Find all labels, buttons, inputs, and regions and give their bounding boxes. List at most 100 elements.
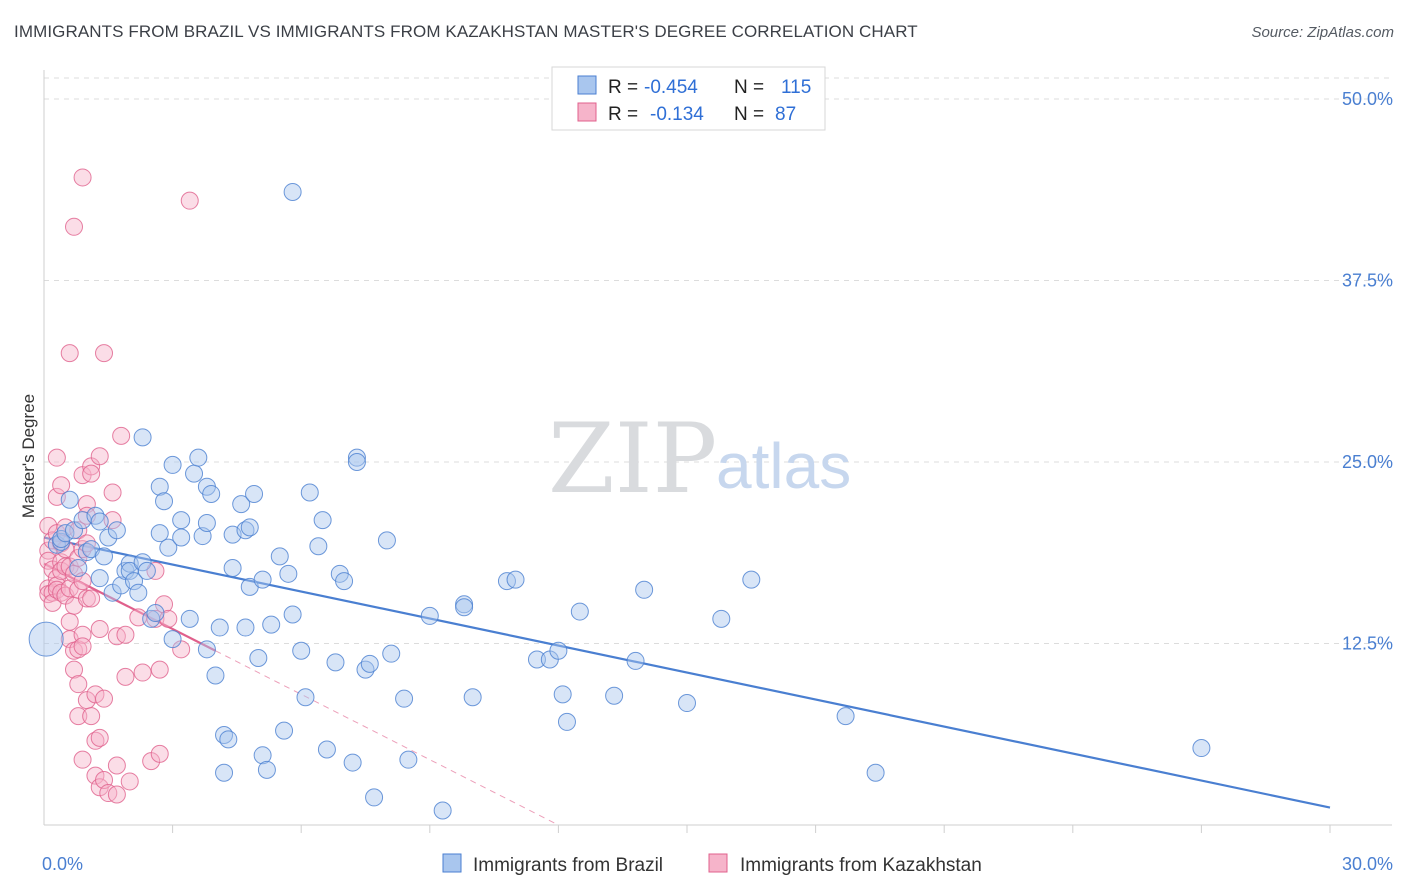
data-point-pink [65, 217, 84, 236]
legend-r-label-brazil: R = [608, 77, 638, 98]
data-point-blue [300, 483, 319, 502]
data-point-pink [133, 663, 152, 682]
data-point-blue [420, 606, 439, 625]
data-point-blue [223, 559, 242, 578]
data-point-blue [343, 753, 362, 772]
y-tick-label: 25.0% [1342, 452, 1393, 472]
data-point-blue [455, 598, 474, 617]
trend-line [43, 562, 216, 652]
data-point-blue [206, 666, 225, 685]
data-point-pink [86, 685, 105, 704]
data-point-pink [39, 551, 58, 570]
points-layer [28, 168, 1211, 820]
x-tick-label: 30.0% [1342, 854, 1393, 874]
data-point-pink [146, 609, 165, 628]
legend-r-value-brazil: -0.454 [644, 77, 698, 98]
data-point-pink [69, 675, 88, 694]
data-point-blue [197, 640, 216, 659]
data-point-pink [73, 750, 92, 769]
data-point-pink [60, 612, 79, 631]
bottom-legend-swatch-brazil [442, 853, 462, 873]
data-point-blue [163, 630, 182, 649]
data-point-blue [292, 641, 311, 660]
data-point-blue [283, 182, 302, 201]
data-point-blue [215, 763, 234, 782]
data-point-pink [180, 191, 199, 210]
data-point-blue [347, 448, 366, 467]
y-axis-label: Master's Degree [19, 394, 38, 518]
data-point-blue [270, 547, 289, 566]
data-point-blue [506, 570, 525, 589]
data-point-blue [279, 564, 298, 583]
data-point-pink [90, 619, 109, 638]
data-point-pink [103, 483, 122, 502]
data-point-blue [399, 750, 418, 769]
data-point-blue [553, 685, 572, 704]
correlation-legend: R = -0.454 N = 115 R = -0.134 N = 87 [551, 66, 826, 131]
watermark-atlas: atlas [716, 430, 851, 502]
data-point-pink [82, 464, 101, 483]
data-point-blue [137, 561, 156, 580]
data-point-blue [347, 453, 366, 472]
data-point-pink [120, 772, 139, 791]
data-point-blue [69, 559, 88, 578]
data-point-blue [360, 654, 379, 673]
y-tick-label: 37.5% [1342, 271, 1393, 291]
data-point-blue [313, 511, 332, 530]
data-point-blue [377, 531, 396, 550]
data-point-blue [570, 602, 589, 621]
data-point-blue [262, 615, 281, 634]
trend-layer [43, 536, 1331, 826]
data-point-blue [245, 484, 264, 503]
data-point-blue [60, 490, 79, 509]
data-point-blue [549, 641, 568, 660]
data-point-blue [309, 537, 328, 556]
data-point-blue [866, 763, 885, 782]
data-point-blue [107, 521, 126, 540]
data-point-blue [1192, 739, 1211, 758]
data-point-pink [90, 447, 109, 466]
data-point-blue [382, 644, 401, 663]
trend-line-extension [215, 650, 559, 826]
data-point-pink [60, 344, 79, 363]
data-point-pink [77, 589, 96, 608]
data-point-blue [635, 580, 654, 599]
data-point-blue [150, 477, 169, 496]
bottom-legend-label-brazil: Immigrants from Brazil [473, 855, 663, 876]
data-point-pink [103, 511, 122, 530]
data-point-blue [120, 554, 139, 573]
data-point-blue [249, 649, 268, 668]
legend-swatch-brazil [577, 75, 597, 95]
data-point-blue [433, 801, 452, 820]
data-point-blue [365, 788, 384, 807]
data-point-pink [73, 168, 92, 187]
legend-n-value-brazil: 115 [781, 77, 811, 98]
data-point-blue [163, 455, 182, 474]
legend-n-value-kazakhstan: 87 [775, 104, 796, 125]
data-point-blue [335, 572, 354, 591]
source-label: Source: ZipAtlas.com [1251, 24, 1394, 41]
watermark: ZIP atlas [548, 403, 851, 515]
data-point-blue [125, 572, 144, 591]
data-point-pink [107, 785, 126, 804]
data-point-blue [557, 712, 576, 731]
data-point-blue [253, 570, 272, 589]
legend-n-label-kazakhstan: N = [734, 104, 764, 125]
data-point-blue [189, 448, 208, 467]
x-tick-label: 0.0% [42, 854, 83, 874]
data-point-blue [202, 484, 221, 503]
data-point-pink [86, 766, 105, 785]
data-point-pink [116, 667, 135, 686]
legend-r-value-kazakhstan: -0.134 [650, 104, 704, 125]
data-point-blue [527, 650, 546, 669]
bottom-legend-label-kazakhstan: Immigrants from Kazakhstan [740, 855, 982, 876]
bottom-legend-swatch-kazakhstan [708, 853, 728, 873]
ticks-layer: 12.5% 25.0% 37.5% 50.0% 0.0% 30.0% [42, 89, 1393, 874]
data-point-blue [28, 621, 64, 657]
data-point-pink [95, 689, 114, 708]
data-point-pink [69, 707, 88, 726]
data-point-blue [159, 538, 178, 557]
data-point-blue [626, 651, 645, 670]
legend-r-label-kazakhstan: R = [608, 104, 638, 125]
